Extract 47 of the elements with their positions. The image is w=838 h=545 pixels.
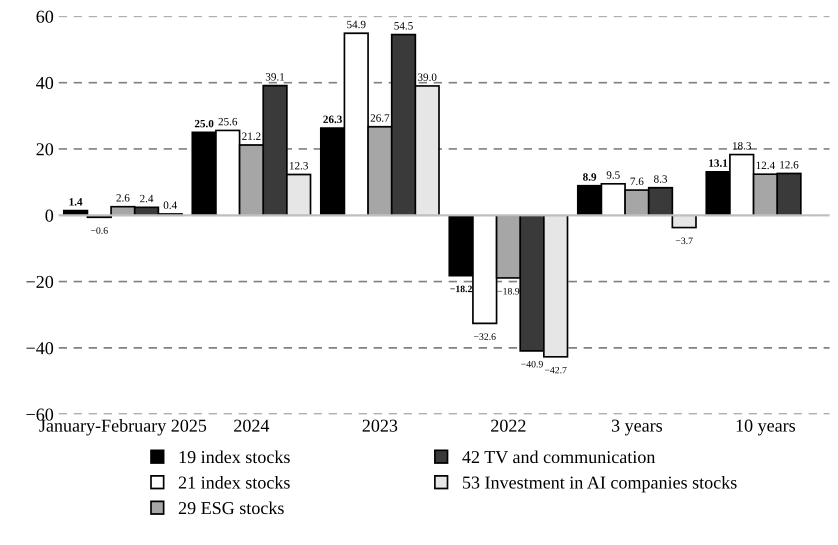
y-tick-label: −60 <box>26 408 54 421</box>
x-tick-label: 2024 <box>234 420 270 432</box>
text: 2.4 <box>140 194 154 202</box>
text: 1.4 <box>70 198 82 206</box>
text: 12.4 <box>756 162 775 170</box>
text: 2.6 <box>116 194 130 202</box>
text: −40.9 <box>521 360 543 368</box>
y-tick-label: 40 <box>36 76 54 90</box>
x-tick-label: January-February 2025 <box>39 419 206 436</box>
x-tick-label: 3 years <box>612 420 662 436</box>
text: 12.6 <box>780 161 798 169</box>
text: 8.3 <box>654 175 668 183</box>
text: −0.6 <box>90 227 108 234</box>
text: 26.3 <box>323 116 342 124</box>
text: −32.6 <box>474 333 496 340</box>
legend-label: 53 Investment in AI companies stocks <box>463 476 737 492</box>
text: 13.1 <box>709 159 728 167</box>
text: 25.6 <box>218 118 238 126</box>
legend-label: 29 ESG stocks <box>178 501 284 514</box>
x-tick-label: 2022 <box>491 420 526 432</box>
x-tick-label: 10 years <box>736 420 796 436</box>
y-tick-label: −20 <box>26 276 54 288</box>
text: 7.6 <box>630 178 644 186</box>
text: 39.0 <box>418 73 436 81</box>
text: 8.9 <box>583 173 596 181</box>
legend-label: 21 index stocks <box>178 476 290 489</box>
text: 39.1 <box>266 73 284 81</box>
y-tick-label: 20 <box>36 143 54 156</box>
text: 26.7 <box>370 114 390 122</box>
text: 12.3 <box>290 162 308 170</box>
text: 54.9 <box>347 20 366 28</box>
y-tick-label: −40 <box>26 342 54 354</box>
text: 54.5 <box>394 22 413 30</box>
text: −18.2 <box>450 286 472 292</box>
y-tick-label: 0 <box>45 210 54 222</box>
text: −3.7 <box>676 238 693 244</box>
text: −42.7 <box>544 366 567 374</box>
y-tick-label: 60 <box>36 10 54 23</box>
text: 9.5 <box>606 171 620 179</box>
text: −18.9 <box>498 288 520 295</box>
text: 25.0 <box>194 120 214 128</box>
text: 21.2 <box>242 132 261 140</box>
text: 18.3 <box>732 142 752 150</box>
text: 0.4 <box>164 201 177 209</box>
legend-label: 19 index stocks <box>180 450 290 464</box>
legend-label: 42 TV and communication <box>462 450 656 464</box>
x-tick-label: 2023 <box>362 420 398 432</box>
